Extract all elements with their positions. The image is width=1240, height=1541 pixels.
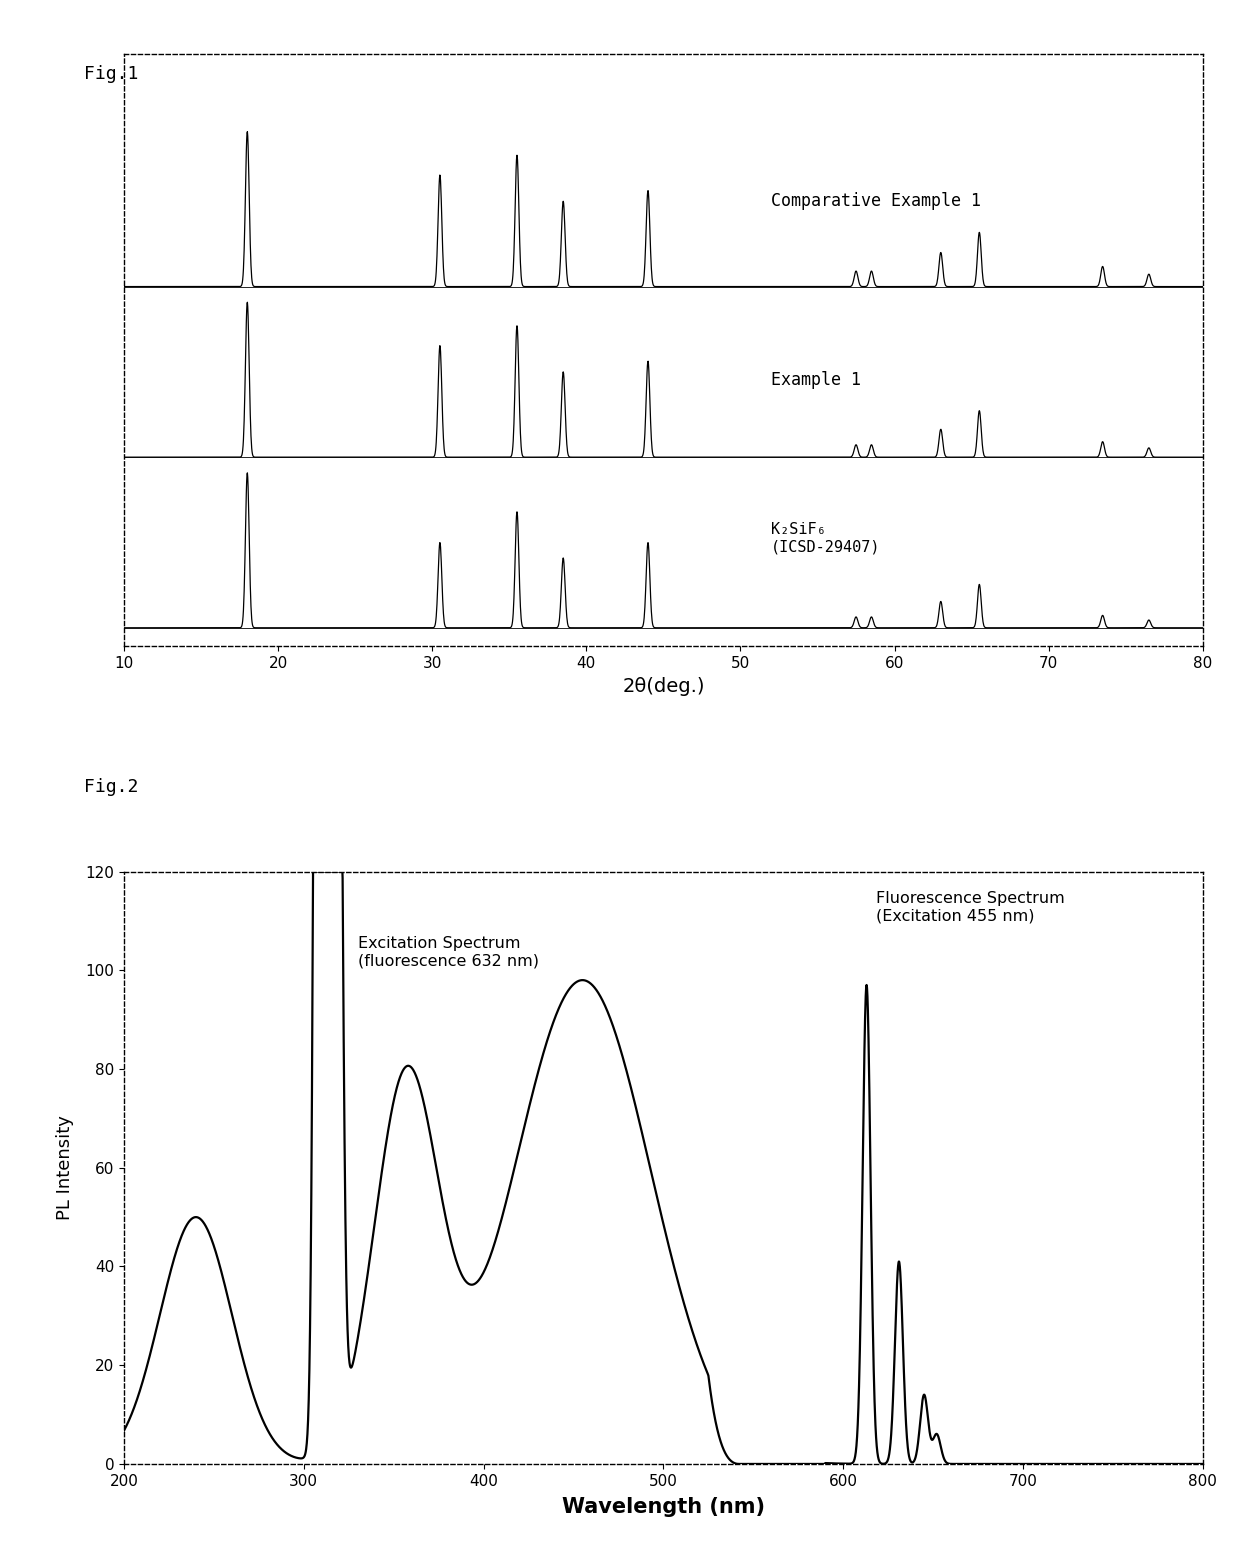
Text: Fluorescence Spectrum
(Excitation 455 nm): Fluorescence Spectrum (Excitation 455 nm… [875, 891, 1064, 923]
X-axis label: Wavelength (nm): Wavelength (nm) [562, 1496, 765, 1516]
Y-axis label: PL Intensity: PL Intensity [56, 1116, 74, 1220]
Text: Comparative Example 1: Comparative Example 1 [771, 193, 981, 210]
Text: K₂SiF₆
(ICSD-29407): K₂SiF₆ (ICSD-29407) [771, 521, 880, 555]
Text: Fig.1: Fig.1 [84, 65, 139, 83]
Text: Example 1: Example 1 [771, 371, 862, 388]
Text: Fig.2: Fig.2 [84, 778, 139, 797]
X-axis label: 2θ(deg.): 2θ(deg.) [622, 676, 704, 695]
Text: Excitation Spectrum
(fluorescence 632 nm): Excitation Spectrum (fluorescence 632 nm… [358, 935, 538, 968]
